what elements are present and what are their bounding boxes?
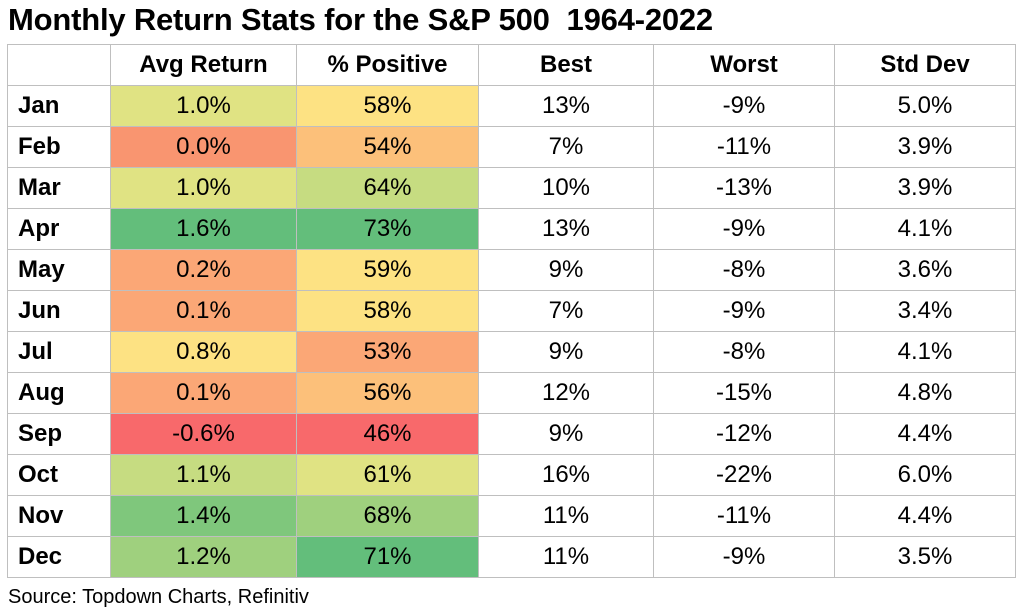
pct-positive-cell: 59% bbox=[296, 249, 479, 291]
pct-positive-cell: 54% bbox=[296, 126, 479, 168]
table-body: Jan 1.0% 58% 13% -9% 5.0% Feb 0.0% 54% 7% -11% 3.9%… bbox=[7, 85, 1016, 578]
best-cell: 9% bbox=[478, 331, 654, 373]
avg-return-cell: 0.2% bbox=[110, 249, 297, 291]
avg-return-cell: 1.1% bbox=[110, 454, 297, 496]
stats-table: Avg Return % Positive Best Worst Std Dev… bbox=[7, 44, 1016, 578]
table-row: Dec 1.2% 71% 11% -9% 3.5% bbox=[7, 536, 1016, 578]
best-cell: 11% bbox=[478, 495, 654, 537]
header-std-dev: Std Dev bbox=[834, 44, 1016, 86]
std-dev-cell: 3.9% bbox=[834, 167, 1016, 209]
table-row: May 0.2% 59% 9% -8% 3.6% bbox=[7, 249, 1016, 291]
header-row: Avg Return % Positive Best Worst Std Dev bbox=[7, 44, 1016, 86]
best-cell: 12% bbox=[478, 372, 654, 414]
header-pct-positive: % Positive bbox=[296, 44, 479, 86]
best-cell: 9% bbox=[478, 413, 654, 455]
pct-positive-cell: 53% bbox=[296, 331, 479, 373]
pct-positive-cell: 46% bbox=[296, 413, 479, 455]
best-cell: 7% bbox=[478, 290, 654, 332]
worst-cell: -9% bbox=[653, 208, 835, 250]
worst-cell: -8% bbox=[653, 331, 835, 373]
pct-positive-cell: 64% bbox=[296, 167, 479, 209]
month-cell: Aug bbox=[7, 372, 111, 414]
std-dev-cell: 3.4% bbox=[834, 290, 1016, 332]
worst-cell: -9% bbox=[653, 290, 835, 332]
avg-return-cell: 0.0% bbox=[110, 126, 297, 168]
worst-cell: -13% bbox=[653, 167, 835, 209]
best-cell: 7% bbox=[478, 126, 654, 168]
month-cell: Nov bbox=[7, 495, 111, 537]
std-dev-cell: 3.5% bbox=[834, 536, 1016, 578]
avg-return-cell: -0.6% bbox=[110, 413, 297, 455]
std-dev-cell: 3.6% bbox=[834, 249, 1016, 291]
std-dev-cell: 6.0% bbox=[834, 454, 1016, 496]
std-dev-cell: 4.1% bbox=[834, 331, 1016, 373]
pct-positive-cell: 58% bbox=[296, 290, 479, 332]
table-row: Jul 0.8% 53% 9% -8% 4.1% bbox=[7, 331, 1016, 373]
month-cell: Feb bbox=[7, 126, 111, 168]
std-dev-cell: 4.4% bbox=[834, 413, 1016, 455]
std-dev-cell: 5.0% bbox=[834, 85, 1016, 127]
month-cell: Dec bbox=[7, 536, 111, 578]
worst-cell: -9% bbox=[653, 85, 835, 127]
worst-cell: -11% bbox=[653, 126, 835, 168]
avg-return-cell: 1.4% bbox=[110, 495, 297, 537]
table-row: Oct 1.1% 61% 16% -22% 6.0% bbox=[7, 454, 1016, 496]
month-cell: Jun bbox=[7, 290, 111, 332]
worst-cell: -15% bbox=[653, 372, 835, 414]
header-month bbox=[7, 44, 111, 86]
month-cell: Sep bbox=[7, 413, 111, 455]
month-cell: Oct bbox=[7, 454, 111, 496]
pct-positive-cell: 68% bbox=[296, 495, 479, 537]
table-row: Feb 0.0% 54% 7% -11% 3.9% bbox=[7, 126, 1016, 168]
avg-return-cell: 0.8% bbox=[110, 331, 297, 373]
worst-cell: -12% bbox=[653, 413, 835, 455]
avg-return-cell: 0.1% bbox=[110, 290, 297, 332]
chart-title: Monthly Return Stats for the S&P 500 196… bbox=[8, 2, 713, 37]
best-cell: 13% bbox=[478, 208, 654, 250]
pct-positive-cell: 56% bbox=[296, 372, 479, 414]
avg-return-cell: 1.6% bbox=[110, 208, 297, 250]
table-row: Sep -0.6% 46% 9% -12% 4.4% bbox=[7, 413, 1016, 455]
table-row: Jun 0.1% 58% 7% -9% 3.4% bbox=[7, 290, 1016, 332]
table-row: Mar 1.0% 64% 10% -13% 3.9% bbox=[7, 167, 1016, 209]
source-note: Source: Topdown Charts, Refinitiv bbox=[8, 586, 309, 608]
std-dev-cell: 4.8% bbox=[834, 372, 1016, 414]
header-worst: Worst bbox=[653, 44, 835, 86]
month-cell: May bbox=[7, 249, 111, 291]
worst-cell: -22% bbox=[653, 454, 835, 496]
best-cell: 11% bbox=[478, 536, 654, 578]
pct-positive-cell: 73% bbox=[296, 208, 479, 250]
pct-positive-cell: 58% bbox=[296, 85, 479, 127]
best-cell: 9% bbox=[478, 249, 654, 291]
month-cell: Jul bbox=[7, 331, 111, 373]
month-cell: Apr bbox=[7, 208, 111, 250]
avg-return-cell: 1.2% bbox=[110, 536, 297, 578]
std-dev-cell: 4.1% bbox=[834, 208, 1016, 250]
std-dev-cell: 4.4% bbox=[834, 495, 1016, 537]
avg-return-cell: 1.0% bbox=[110, 167, 297, 209]
best-cell: 13% bbox=[478, 85, 654, 127]
worst-cell: -9% bbox=[653, 536, 835, 578]
table-row: Aug 0.1% 56% 12% -15% 4.8% bbox=[7, 372, 1016, 414]
table-row: Apr 1.6% 73% 13% -9% 4.1% bbox=[7, 208, 1016, 250]
best-cell: 10% bbox=[478, 167, 654, 209]
avg-return-cell: 0.1% bbox=[110, 372, 297, 414]
avg-return-cell: 1.0% bbox=[110, 85, 297, 127]
month-cell: Mar bbox=[7, 167, 111, 209]
header-avg-return: Avg Return bbox=[110, 44, 297, 86]
best-cell: 16% bbox=[478, 454, 654, 496]
std-dev-cell: 3.9% bbox=[834, 126, 1016, 168]
month-cell: Jan bbox=[7, 85, 111, 127]
pct-positive-cell: 71% bbox=[296, 536, 479, 578]
worst-cell: -8% bbox=[653, 249, 835, 291]
header-best: Best bbox=[478, 44, 654, 86]
pct-positive-cell: 61% bbox=[296, 454, 479, 496]
table-row: Jan 1.0% 58% 13% -9% 5.0% bbox=[7, 85, 1016, 127]
table-row: Nov 1.4% 68% 11% -11% 4.4% bbox=[7, 495, 1016, 537]
worst-cell: -11% bbox=[653, 495, 835, 537]
